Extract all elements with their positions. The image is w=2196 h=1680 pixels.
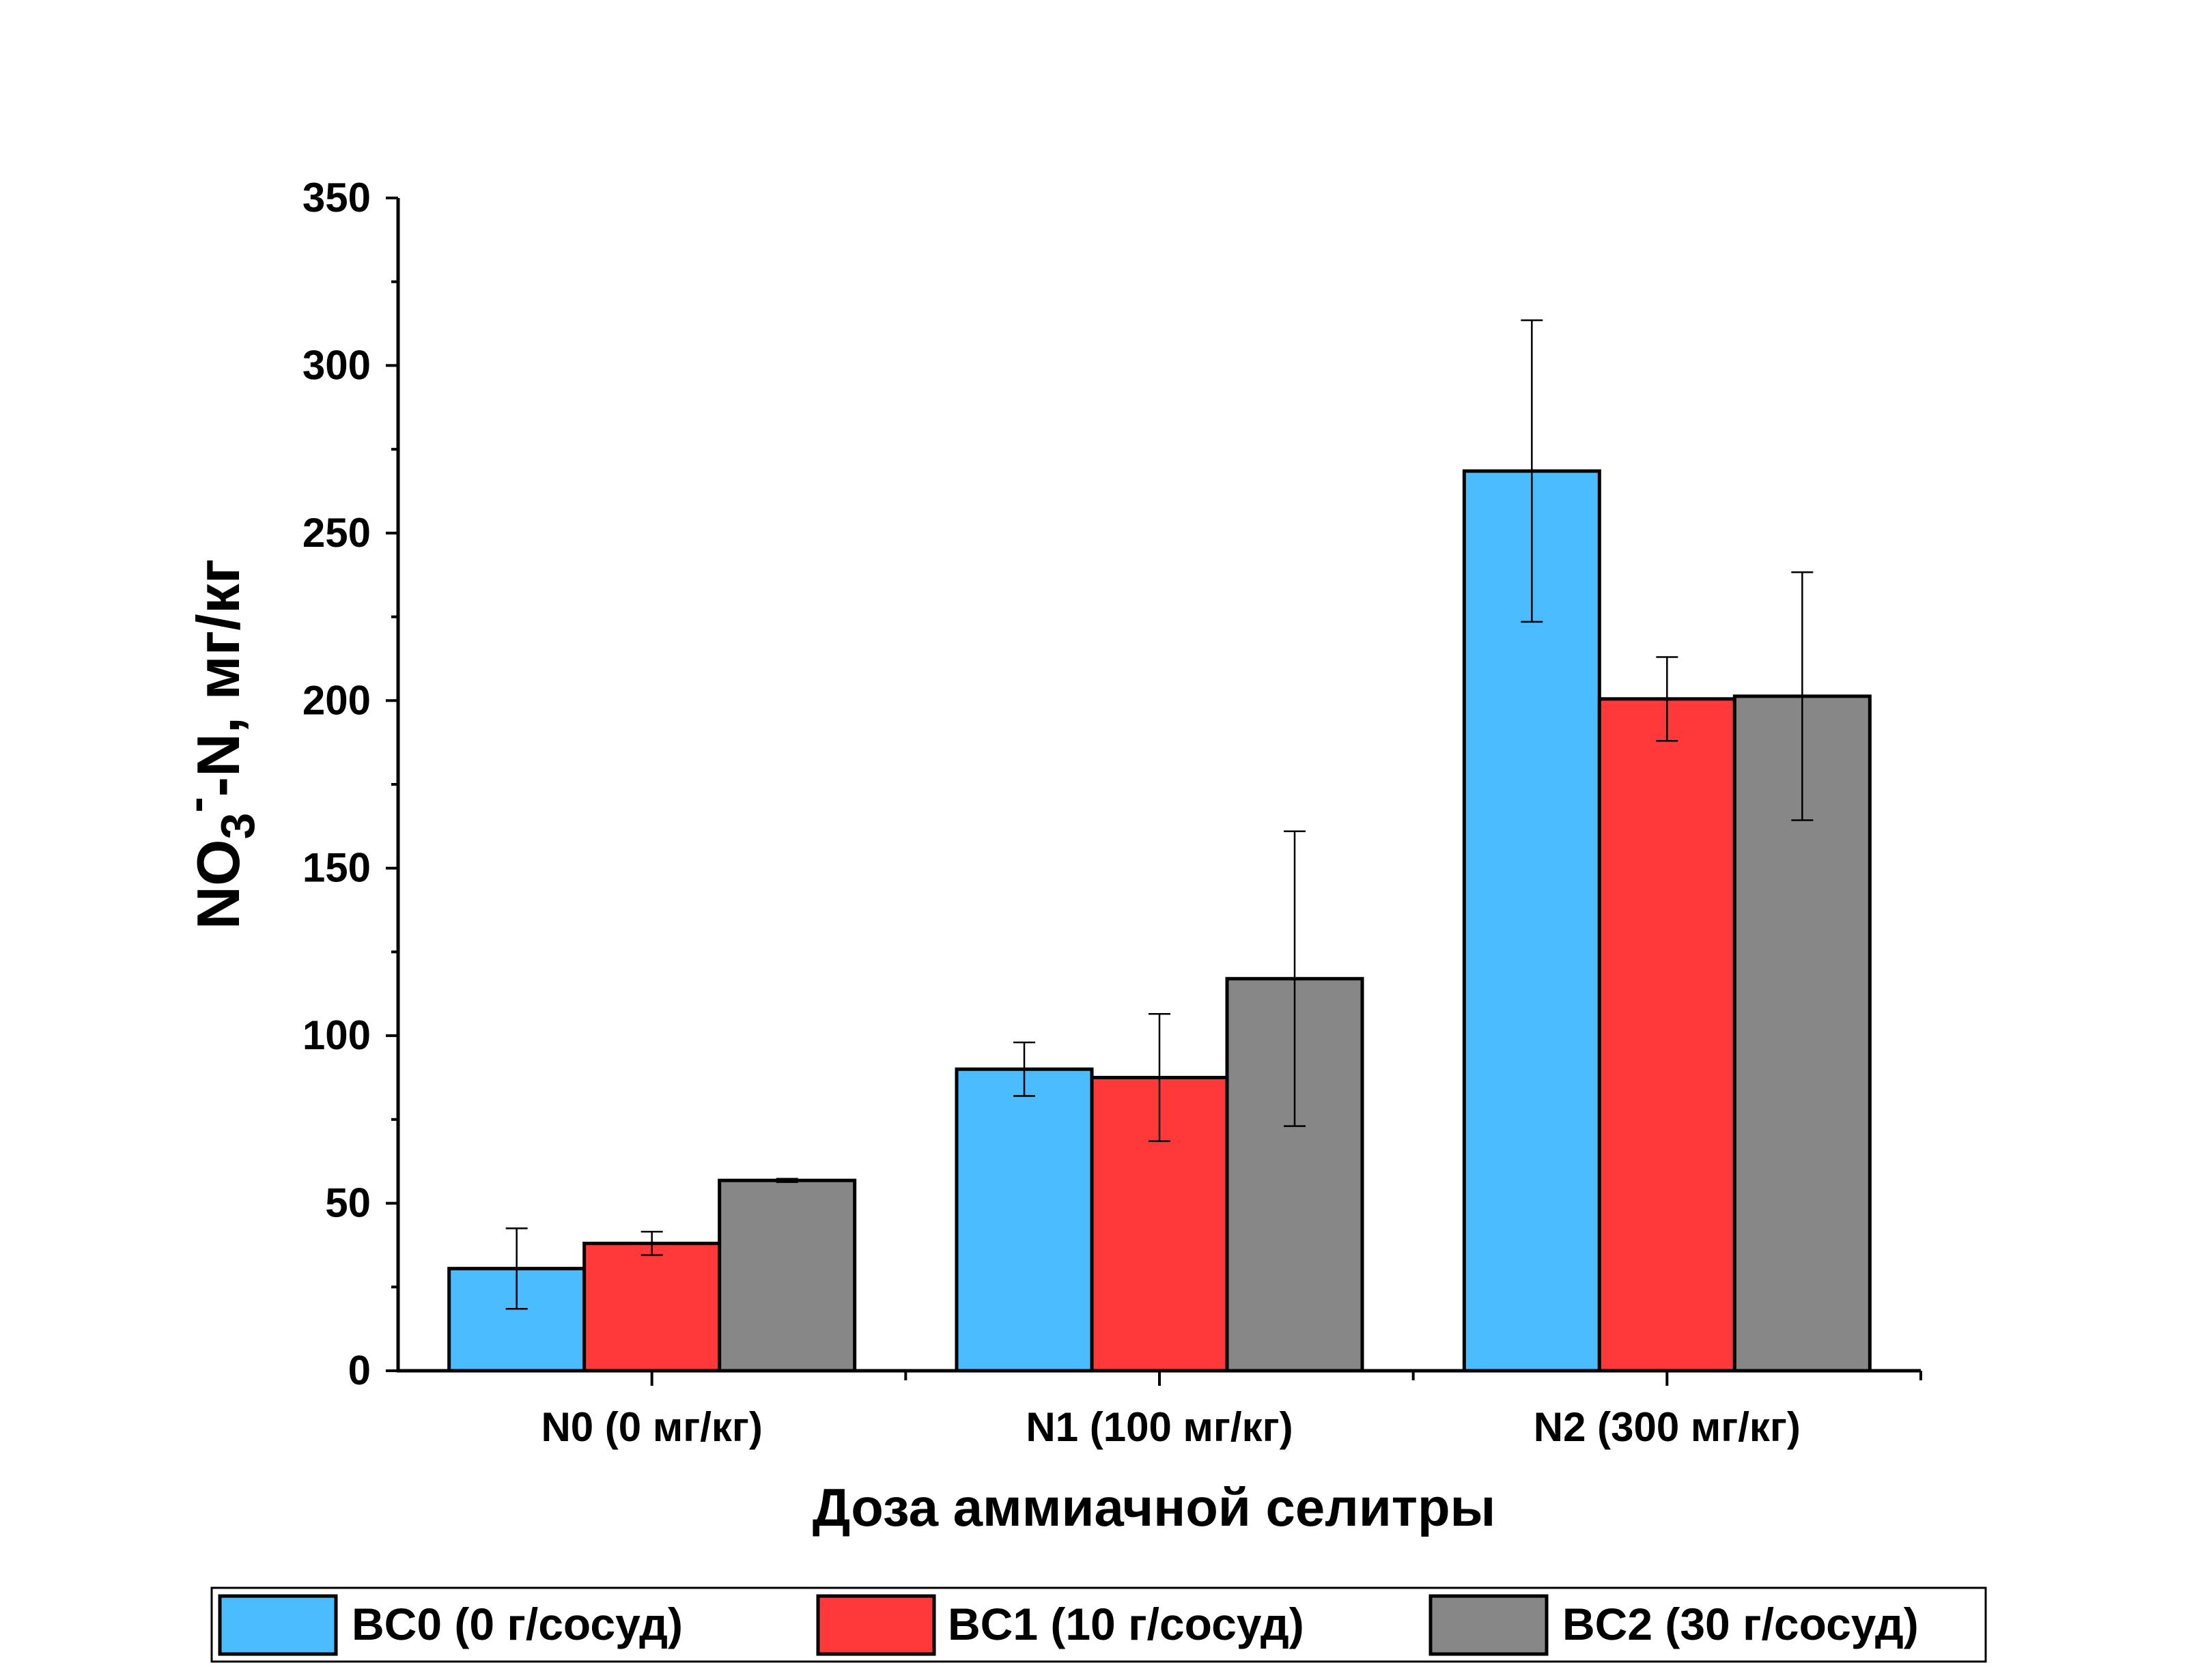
bar	[955, 1067, 1094, 1373]
y-tick-label: 100	[302, 1012, 371, 1058]
y-axis-title-superscript: -	[169, 797, 222, 812]
x-tick-labels: N0 (0 мг/кг) N1 (100 мг/кг) N2 (300 мг/кг)	[541, 1404, 1800, 1450]
bars	[447, 469, 1872, 1373]
y-axis-title-rest: -N, мг/кг	[184, 559, 252, 797]
x-tick-label: N2 (300 мг/кг)	[1534, 1404, 1801, 1450]
x-tick-label: N0 (0 мг/кг)	[541, 1404, 762, 1450]
y-axis-title: NO3--N, мг/кг	[169, 559, 264, 930]
bar	[718, 1178, 857, 1373]
legend-swatch	[816, 1594, 936, 1656]
legend-frame	[210, 1586, 1987, 1663]
legend-label: BC1 (10 г/сосуд)	[948, 1599, 1304, 1649]
legend-swatch	[1428, 1594, 1549, 1656]
legend-label: BC0 (0 г/сосуд)	[352, 1599, 683, 1649]
y-tick-label: 0	[348, 1348, 371, 1393]
y-tick-label: 50	[325, 1180, 371, 1226]
y-tick-label: 150	[302, 845, 371, 891]
bar	[1597, 697, 1736, 1373]
x-tick-label: N1 (100 мг/кг)	[1026, 1404, 1293, 1450]
legend-label: BC2 (30 г/сосуд)	[1562, 1599, 1919, 1649]
y-axis-title-subscript: 3	[211, 813, 264, 840]
bar	[582, 1241, 722, 1373]
legend-swatch	[218, 1594, 338, 1656]
y-tick-label: 250	[302, 510, 371, 556]
y-tick-label: 350	[302, 175, 371, 220]
error-bars	[505, 319, 1814, 1310]
y-tick-label: 200	[302, 677, 371, 723]
x-axis-title: Доза аммиачной селитры	[813, 1477, 1495, 1537]
y-tick-labels: 0 50 100 150 200 250 300 350	[302, 175, 371, 1393]
y-axis-title-main: NO	[184, 839, 252, 929]
legend: BC0 (0 г/сосуд) BC1 (10 г/сосуд) BC2 (30 г…	[210, 1586, 1987, 1663]
y-tick-label: 300	[302, 342, 371, 388]
